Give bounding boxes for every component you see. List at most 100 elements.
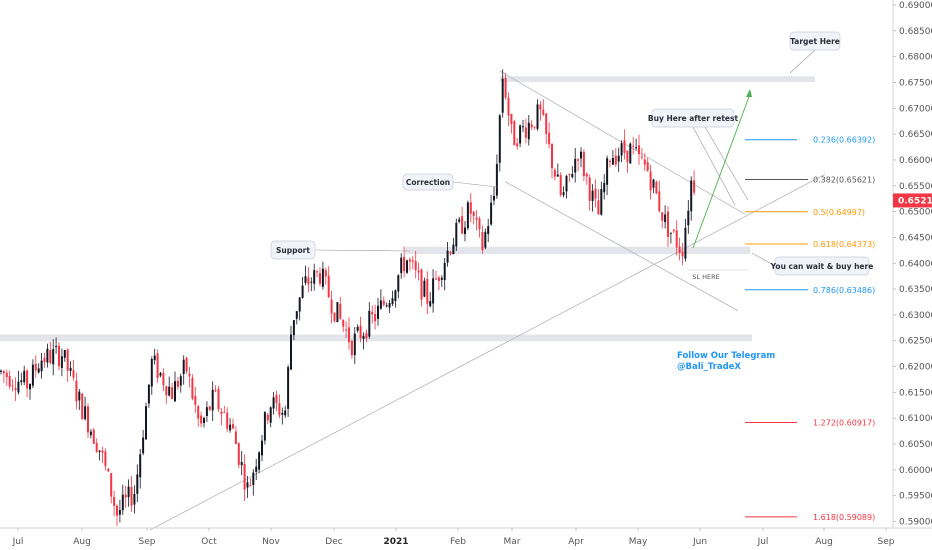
candle-body bbox=[46, 348, 49, 363]
candle bbox=[182, 355, 185, 385]
candle bbox=[524, 118, 527, 144]
candle bbox=[487, 218, 490, 243]
candle-body bbox=[266, 414, 269, 421]
candle-body bbox=[527, 122, 530, 140]
candle bbox=[284, 405, 287, 418]
candle-body bbox=[292, 320, 295, 336]
candle bbox=[333, 312, 336, 323]
candle bbox=[420, 268, 423, 307]
candle-body bbox=[350, 341, 353, 356]
candle bbox=[278, 394, 281, 419]
candle bbox=[203, 416, 205, 428]
candle bbox=[246, 475, 249, 498]
candle bbox=[133, 485, 136, 514]
candle bbox=[287, 364, 290, 417]
candle bbox=[313, 263, 316, 291]
candle bbox=[319, 267, 321, 287]
candle bbox=[281, 407, 284, 425]
candle bbox=[269, 406, 272, 428]
candle-body bbox=[417, 270, 420, 273]
candle-body bbox=[359, 325, 362, 339]
callout-buy-retest[interactable]: Buy Here after retest bbox=[648, 108, 749, 206]
candle-body bbox=[0, 370, 2, 372]
candle bbox=[606, 155, 609, 196]
candle-body bbox=[356, 326, 359, 331]
callout-correction-pointer-1 bbox=[452, 181, 498, 188]
candle bbox=[548, 122, 551, 149]
time-tick-label: May bbox=[629, 537, 648, 547]
candle-body bbox=[397, 275, 400, 292]
candle bbox=[580, 147, 582, 168]
candle-body bbox=[461, 216, 464, 234]
fib-label: 0.236(0.66392) bbox=[813, 136, 875, 145]
candle bbox=[20, 372, 23, 386]
candle bbox=[403, 246, 406, 278]
candle bbox=[200, 411, 203, 428]
candle-body bbox=[582, 151, 585, 177]
channel-upper-line bbox=[499, 70, 746, 215]
candle bbox=[232, 418, 234, 430]
candle-body bbox=[243, 463, 246, 490]
candle bbox=[397, 274, 400, 299]
candle bbox=[600, 181, 603, 216]
stop-loss-label: SL HERE bbox=[692, 273, 719, 281]
candle bbox=[472, 210, 475, 225]
candle bbox=[60, 348, 63, 377]
candle-body bbox=[487, 226, 490, 235]
callout-buy-retest-pointer-2 bbox=[704, 126, 749, 201]
candle-body bbox=[611, 158, 614, 165]
callouts-layer: Target Here Buy Here after retest Correcti… bbox=[270, 31, 873, 372]
candle bbox=[545, 112, 548, 144]
candle-body bbox=[261, 440, 263, 456]
candle-body bbox=[26, 370, 29, 389]
callout-support-pointer-1 bbox=[314, 249, 411, 252]
candle-body bbox=[603, 182, 606, 193]
candle-body bbox=[684, 227, 687, 259]
candle bbox=[49, 341, 52, 365]
candle-body bbox=[330, 299, 333, 314]
zones-layer bbox=[0, 76, 815, 342]
candle bbox=[95, 438, 98, 453]
candle bbox=[252, 469, 255, 496]
candle bbox=[458, 216, 461, 224]
callout-wait-buy[interactable]: You can wait & buy here bbox=[751, 252, 873, 276]
candle bbox=[29, 383, 31, 400]
candle-body bbox=[377, 305, 379, 319]
callout-correction[interactable]: Correction bbox=[402, 173, 498, 191]
candle-body bbox=[643, 159, 646, 165]
candle bbox=[382, 296, 385, 307]
candle bbox=[519, 124, 522, 148]
candle bbox=[542, 99, 545, 117]
candle-body bbox=[116, 505, 118, 516]
candle bbox=[263, 411, 266, 445]
candle bbox=[156, 349, 159, 383]
candle-body bbox=[17, 381, 20, 393]
candle-body bbox=[162, 373, 165, 386]
candle bbox=[75, 372, 78, 410]
candle-body bbox=[60, 356, 63, 368]
candle bbox=[577, 158, 580, 172]
callout-support[interactable]: Support bbox=[270, 240, 411, 260]
candle-body bbox=[655, 181, 658, 194]
candle-body bbox=[606, 158, 609, 185]
candle bbox=[385, 302, 388, 308]
candle-body bbox=[452, 244, 455, 255]
candle-body bbox=[124, 494, 127, 498]
candle-body bbox=[87, 406, 89, 433]
candle-body bbox=[403, 256, 406, 272]
candle bbox=[435, 270, 437, 280]
last-price-tag[interactable] bbox=[893, 193, 932, 208]
target-arrow-shaft bbox=[692, 93, 751, 249]
callout-target[interactable]: Target Here bbox=[789, 31, 841, 74]
candle bbox=[400, 253, 403, 279]
candle bbox=[591, 184, 594, 212]
candle-body bbox=[513, 121, 516, 146]
candle-body bbox=[481, 232, 484, 250]
candle-body bbox=[394, 290, 397, 301]
